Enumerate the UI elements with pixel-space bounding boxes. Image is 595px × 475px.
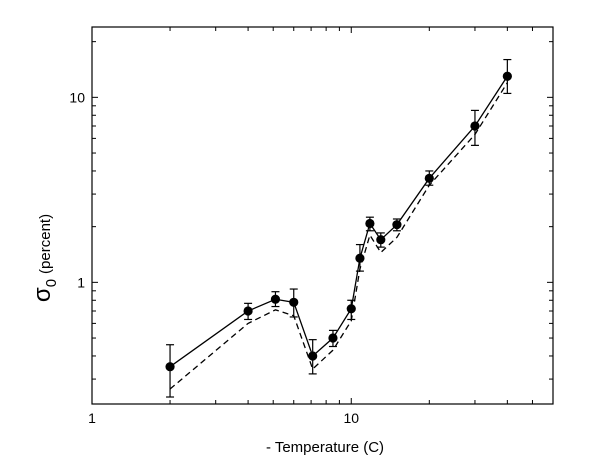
x-tick-label: 10 [343, 410, 359, 426]
y-axis-label-text: (percent) [37, 214, 54, 274]
plot-frame [91, 26, 554, 405]
y-axis-label-symbol: σ [29, 287, 56, 302]
y-tick-label: 1 [77, 274, 85, 290]
solid-series [165, 58, 512, 398]
x-tick-label: 1 [88, 410, 96, 426]
data-point [346, 304, 356, 314]
x-axis-label: - Temperature (C) [266, 439, 384, 456]
minor-ticks [92, 27, 554, 404]
data-point [355, 253, 365, 263]
dashed-series-line [169, 82, 508, 390]
data-point [365, 218, 375, 229]
data-point [165, 362, 175, 372]
data-point [289, 297, 299, 307]
solid-series-line [169, 75, 508, 368]
data-point [270, 294, 281, 304]
tick-labels: 1 10 1 10 [69, 89, 359, 426]
data-point [470, 121, 480, 131]
data-point [392, 220, 402, 230]
y-axis-label-subscript: 0 [43, 279, 60, 287]
y-tick-label: 10 [69, 89, 85, 105]
data-point [424, 173, 434, 183]
data-point [376, 235, 386, 245]
data-point [328, 333, 338, 343]
data-point [243, 306, 253, 316]
data-point [308, 351, 318, 361]
dashed-series [169, 82, 508, 390]
y-axis-label: σ0 (percent) [29, 214, 60, 302]
major-ticks [91, 27, 553, 404]
svg-text:σ0(percent): σ0 (percent) [29, 214, 60, 302]
data-point [502, 71, 512, 81]
